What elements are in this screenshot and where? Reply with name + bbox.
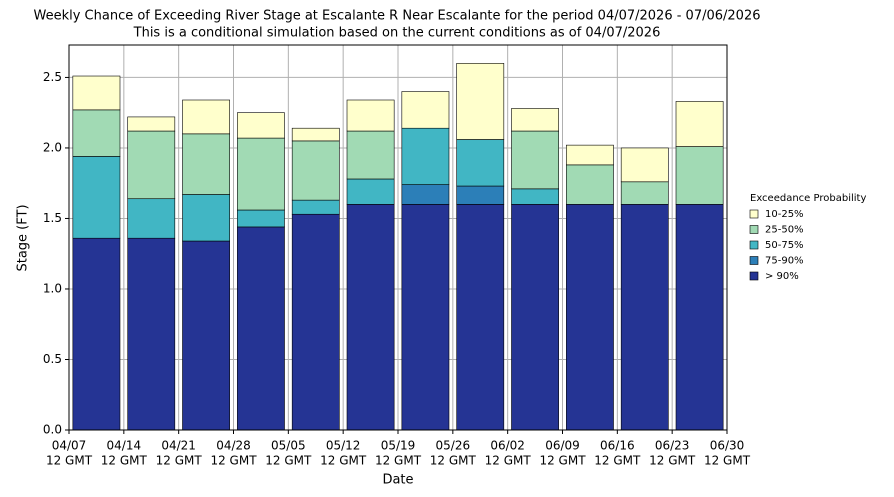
x-tick-label: 06/23 [655, 439, 690, 453]
legend-title: Exceedance Probability [750, 193, 866, 204]
y-tick-label: 0.0 [43, 423, 62, 437]
x-tick-sublabel: 12 GMT [156, 454, 203, 468]
bar-segment [237, 112, 285, 139]
bar-segment [291, 199, 340, 215]
y-tick-label: 2.0 [43, 140, 62, 154]
x-tick-label: 06/09 [545, 439, 580, 453]
bar-segment [237, 209, 285, 228]
x-tick-label: 04/14 [107, 439, 142, 453]
legend-swatch [749, 225, 759, 234]
x-tick-sublabel: 12 GMT [320, 454, 367, 468]
bar-segment [346, 99, 395, 132]
x-tick-label: 04/28 [216, 439, 251, 453]
y-tick-label: 0.5 [43, 352, 62, 366]
x-tick-label: 06/16 [600, 439, 635, 453]
x-tick-label: 06/30 [710, 439, 745, 453]
bar-segment [346, 204, 395, 431]
bar-segment [456, 139, 505, 187]
bar-segment [675, 101, 724, 147]
x-tick-sublabel: 12 GMT [101, 454, 148, 468]
x-tick-sublabel: 12 GMT [210, 454, 257, 468]
bar-segment [127, 116, 176, 132]
chart-subtitle: This is a conditional simulation based o… [133, 26, 661, 41]
legend-swatch [749, 209, 759, 219]
bar-segment [456, 63, 505, 140]
bar-segment [291, 213, 340, 431]
bar-segment [566, 144, 614, 166]
chart-title: Weekly Chance of Exceeding River Stage a… [34, 9, 761, 24]
bar-segment [72, 75, 121, 111]
bar-segment [401, 184, 450, 205]
bar-segment [511, 130, 559, 190]
x-tick-sublabel: 12 GMT [375, 454, 422, 468]
legend-swatch [749, 240, 759, 250]
bar-segment [291, 140, 340, 201]
bar-segment [401, 127, 450, 185]
bar-segment [237, 226, 285, 431]
bar-segment [72, 237, 121, 431]
bar-segment [346, 130, 395, 180]
x-tick-sublabel: 12 GMT [265, 454, 312, 468]
y-tick-label: 2.5 [43, 70, 62, 84]
bar-segment [511, 204, 559, 431]
bar-segment [182, 194, 230, 242]
x-tick-sublabel: 12 GMT [46, 454, 93, 468]
bar-segment [127, 237, 176, 431]
bar-segment [401, 91, 450, 129]
bar-segment [566, 204, 614, 431]
bar-segment [182, 133, 230, 195]
bar-segment [182, 99, 230, 135]
bar-segment [620, 181, 669, 205]
x-tick-sublabel: 12 GMT [704, 454, 751, 468]
bar-segment [511, 188, 559, 205]
legend-label: 50-75% [765, 240, 804, 251]
bar-segment [72, 109, 121, 157]
x-axis-label: Date [382, 473, 413, 488]
y-tick-label: 1.0 [43, 281, 62, 295]
bar-segment [511, 108, 559, 132]
legend-label: > 90% [765, 271, 799, 282]
x-tick-label: 05/12 [326, 439, 361, 453]
legend-label: 75-90% [765, 256, 804, 267]
x-tick-sublabel: 12 GMT [649, 454, 696, 468]
x-tick-label: 04/21 [161, 439, 196, 453]
bar-segment [72, 156, 121, 239]
x-tick-label: 05/19 [381, 439, 416, 453]
legend-swatch [749, 271, 759, 281]
bar-segment [456, 185, 505, 205]
bar-segment [127, 198, 176, 239]
bar-segment [127, 130, 176, 200]
bar-segment [620, 147, 669, 183]
x-tick-label: 05/05 [271, 439, 306, 453]
legend-swatch [749, 256, 759, 265]
bar-segment [566, 164, 614, 205]
x-tick-label: 04/07 [52, 439, 87, 453]
bar-segment [620, 204, 669, 431]
legend-label: 25-50% [765, 225, 804, 236]
bar-segment [675, 146, 724, 205]
x-tick-sublabel: 12 GMT [430, 454, 477, 468]
bar-segment [291, 127, 340, 142]
y-axis-label: Stage (FT) [16, 204, 31, 271]
legend-label: 10-25% [765, 209, 804, 220]
x-tick-label: 06/02 [490, 439, 525, 453]
bar-segment [456, 204, 505, 431]
plot-frame [68, 44, 728, 431]
bar-segment [237, 137, 285, 211]
y-tick-label: 1.5 [43, 211, 62, 225]
x-tick-sublabel: 12 GMT [485, 454, 532, 468]
bar-segment [675, 204, 724, 431]
x-tick-sublabel: 12 GMT [594, 454, 641, 468]
bar-segment [182, 240, 230, 431]
bar-segment [346, 178, 395, 205]
bar-segment [401, 204, 450, 431]
x-tick-sublabel: 12 GMT [539, 454, 586, 468]
x-tick-label: 05/26 [436, 439, 471, 453]
